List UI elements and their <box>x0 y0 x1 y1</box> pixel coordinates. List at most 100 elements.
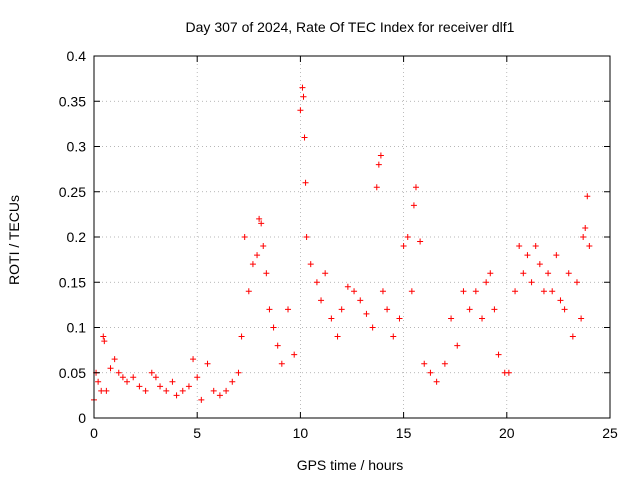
chart-title: Day 307 of 2024, Rate Of TEC Index for r… <box>186 19 515 35</box>
y-tick-label: 0.25 <box>59 184 86 200</box>
x-tick-label: 25 <box>602 425 618 441</box>
data-point <box>417 238 424 245</box>
data-point <box>152 374 159 381</box>
data-point <box>194 374 201 381</box>
data-point <box>344 283 351 290</box>
data-point <box>505 369 512 376</box>
data-point <box>307 261 314 268</box>
data-point <box>479 315 486 322</box>
data-point <box>524 252 531 259</box>
data-point <box>223 387 230 394</box>
data-point <box>441 360 448 367</box>
data-point <box>412 184 419 191</box>
data-point <box>235 369 242 376</box>
data-point <box>448 315 455 322</box>
data-point <box>115 369 122 376</box>
data-point <box>301 134 308 141</box>
data-point <box>179 387 186 394</box>
data-point <box>136 383 143 390</box>
data-point <box>421 360 428 367</box>
data-point <box>322 270 329 277</box>
data-point <box>266 306 273 313</box>
data-point <box>384 306 391 313</box>
data-point <box>216 392 223 399</box>
x-tick-label: 0 <box>90 425 98 441</box>
data-point <box>373 184 380 191</box>
data-point <box>254 252 261 259</box>
data-point <box>491 306 498 313</box>
data-point <box>536 261 543 268</box>
y-axis-label: ROTI / TECUs <box>6 195 22 285</box>
data-point <box>580 234 587 240</box>
data-point <box>375 161 382 168</box>
data-point <box>98 387 105 394</box>
y-tick-labels: 0 0.05 0.1 0.15 0.2 0.25 0.3 0.35 0.4 <box>59 48 86 426</box>
data-point <box>400 243 407 250</box>
data-point <box>101 338 108 345</box>
data-point <box>190 356 197 363</box>
data-point <box>487 270 494 277</box>
data-point <box>210 387 217 394</box>
data-point <box>573 279 580 286</box>
data-point <box>427 369 434 376</box>
data-point <box>185 383 192 390</box>
data-point <box>357 297 364 304</box>
data-point <box>111 356 118 363</box>
data-point <box>549 288 556 295</box>
data-point <box>460 288 467 295</box>
data-point <box>512 288 519 295</box>
data-point <box>249 261 256 268</box>
grid <box>94 56 610 418</box>
data-point <box>302 179 309 186</box>
data-point <box>516 243 523 250</box>
y-tick-label: 0.05 <box>59 365 86 381</box>
x-axis-label: GPS time / hours <box>297 457 404 473</box>
y-tick-label: 0.1 <box>67 320 87 336</box>
data-point <box>100 333 107 340</box>
axis-ticks <box>93 55 611 419</box>
data-point <box>561 306 568 313</box>
data-point <box>260 243 267 250</box>
data-point <box>495 351 502 358</box>
data-point <box>148 369 155 376</box>
data-point <box>379 288 386 295</box>
data-point <box>107 365 114 372</box>
data-point <box>238 333 245 340</box>
data-point <box>241 234 248 240</box>
data-point <box>198 396 205 403</box>
x-tick-label: 5 <box>193 425 201 441</box>
data-point <box>103 387 110 394</box>
data-point <box>338 306 345 313</box>
data-point <box>396 315 403 322</box>
plot-frame <box>93 55 611 419</box>
data-point <box>528 279 535 286</box>
data-point <box>299 84 306 91</box>
data-point <box>404 234 411 240</box>
data-point <box>274 342 281 349</box>
data-point <box>157 383 164 390</box>
data-point <box>553 252 560 259</box>
data-point <box>303 234 310 240</box>
data-point <box>297 107 304 114</box>
data-point <box>318 297 325 304</box>
y-tick-label: 0.15 <box>59 274 86 290</box>
data-point <box>291 351 298 358</box>
data-point <box>263 270 270 277</box>
x-tick-label: 20 <box>499 425 515 441</box>
data-points <box>91 84 593 403</box>
data-point <box>163 387 170 394</box>
data-point <box>369 324 376 331</box>
data-point <box>351 288 358 295</box>
data-point <box>313 279 320 286</box>
x-tick-label: 10 <box>293 425 309 441</box>
data-point <box>390 333 397 340</box>
y-tick-label: 0.4 <box>67 48 87 64</box>
data-point <box>586 243 593 250</box>
data-point <box>520 270 527 277</box>
data-point <box>130 374 137 381</box>
data-point <box>270 324 277 331</box>
data-point <box>229 378 236 385</box>
data-point <box>300 93 307 100</box>
data-point <box>142 387 149 394</box>
